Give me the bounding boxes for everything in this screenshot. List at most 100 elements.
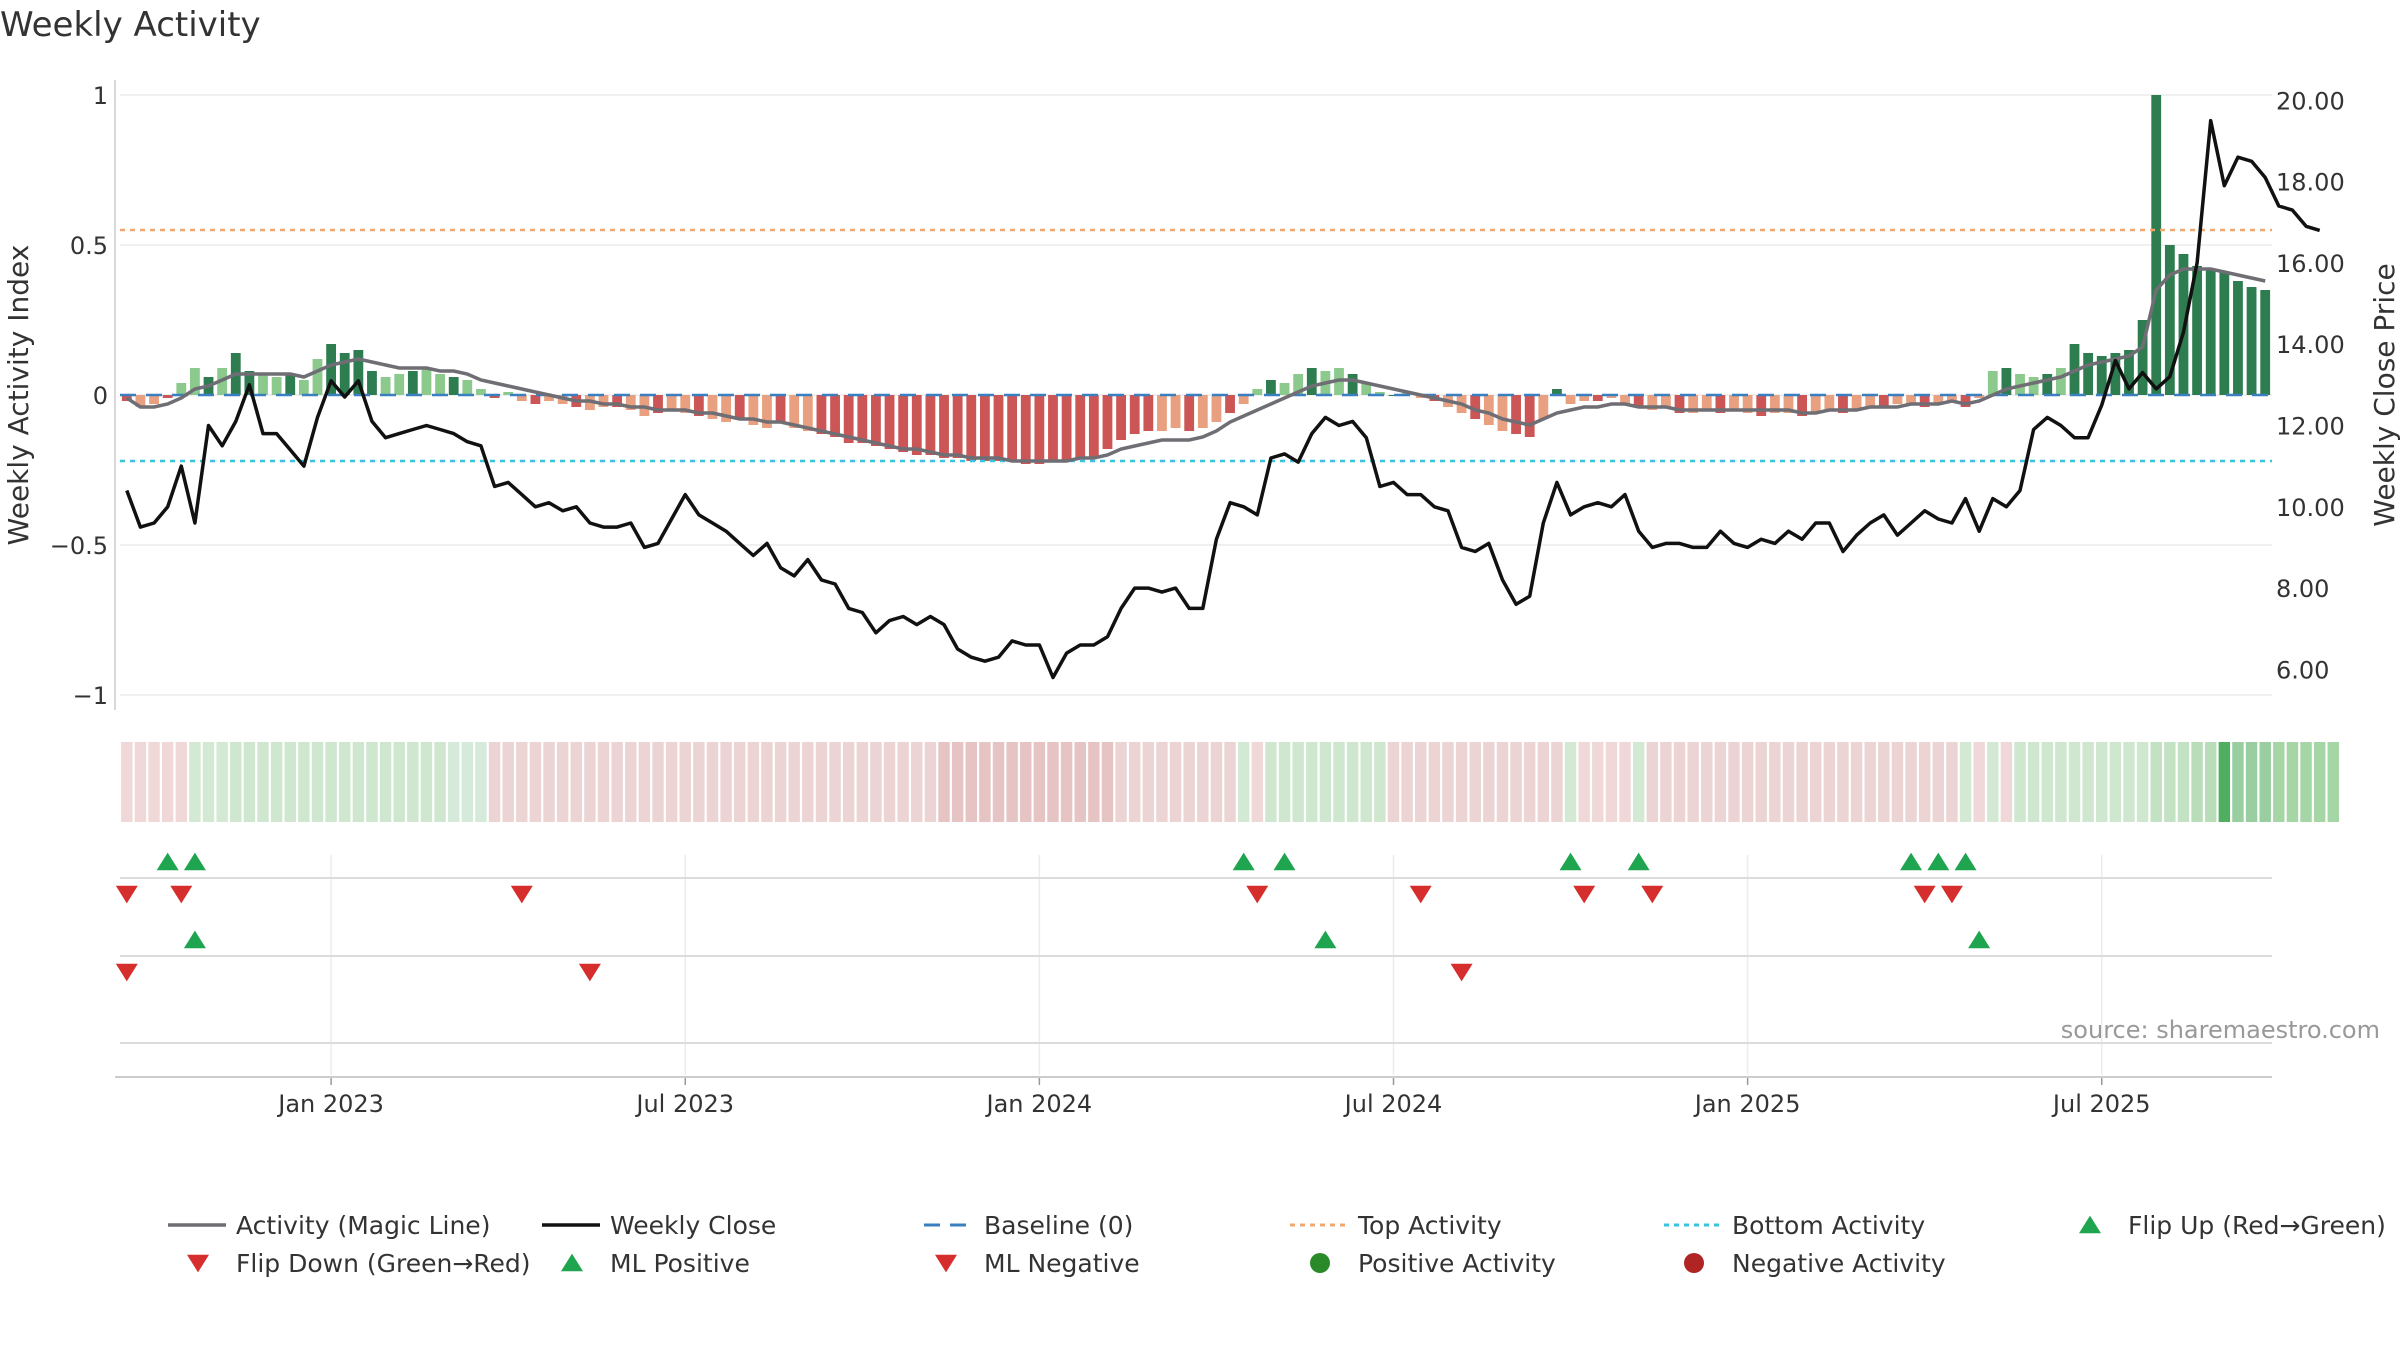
- strip-cell: [1605, 742, 1618, 822]
- activity-bar: [1974, 395, 1985, 398]
- signal-marker: [1314, 930, 1337, 949]
- activity-bar: [612, 395, 623, 407]
- strip-cell: [2218, 742, 2231, 822]
- strip-cell: [1796, 742, 1808, 822]
- signal-marker: [1246, 885, 1269, 904]
- strip-cell: [2123, 742, 2135, 822]
- activity-bar: [1851, 395, 1862, 410]
- activity-bar: [2042, 374, 2053, 395]
- strip-cell: [1156, 742, 1168, 822]
- activity-bar: [1933, 395, 1944, 404]
- activity-bar: [1102, 395, 1113, 449]
- activity-bar: [789, 395, 800, 428]
- activity-bar: [448, 377, 459, 395]
- strip-cell: [1183, 742, 1195, 822]
- legend-item: ML Negative: [935, 1249, 1140, 1278]
- strip-cell: [1578, 742, 1590, 822]
- legend-swatch: [561, 1253, 583, 1272]
- activity-bar: [435, 374, 445, 395]
- activity-bar: [1769, 395, 1780, 413]
- strip-cell: [1973, 742, 1985, 822]
- strip-cell: [529, 742, 542, 822]
- y-tick-label-left: −1: [73, 682, 108, 710]
- strip-cell: [1333, 742, 1345, 822]
- activity-bar: [1797, 395, 1808, 416]
- strip-cell: [1864, 742, 1876, 822]
- strip-cell: [597, 742, 610, 822]
- strip-cell: [2300, 742, 2312, 822]
- activity-bar: [2205, 269, 2216, 395]
- activity-bar: [1238, 395, 1249, 404]
- activity-bar: [1592, 395, 1603, 401]
- strip-cell: [897, 742, 909, 822]
- legend-swatch: [1684, 1253, 1704, 1273]
- activity-bar: [1143, 395, 1154, 431]
- activity-bar: [380, 377, 391, 395]
- activity-bar: [734, 395, 745, 419]
- strip-cell: [339, 742, 351, 822]
- activity-bar: [748, 395, 759, 425]
- strip-cell: [543, 742, 555, 822]
- strip-cell: [2313, 742, 2326, 822]
- strip-cell: [434, 742, 446, 822]
- activity-bar: [802, 395, 813, 431]
- activity-bar: [339, 353, 350, 395]
- strip-cell: [774, 742, 787, 822]
- activity-bar: [762, 395, 772, 428]
- signal-panel: [115, 852, 2272, 1078]
- activity-bar: [326, 344, 337, 395]
- strip-cell: [1265, 742, 1277, 822]
- strip-cell: [379, 742, 392, 822]
- activity-bar: [2055, 368, 2066, 395]
- activity-bar: [911, 395, 922, 455]
- activity-bar: [1306, 368, 1317, 395]
- strip-cell: [270, 742, 283, 822]
- signal-marker: [1927, 852, 1950, 871]
- strip-cell: [706, 742, 719, 822]
- legend-swatch: [935, 1254, 957, 1273]
- y-tick-label-right: 14.00: [2276, 331, 2345, 359]
- activity-bar: [1538, 395, 1549, 419]
- strip-cell: [311, 742, 324, 822]
- activity-bar: [2151, 95, 2162, 395]
- signal-marker: [170, 885, 193, 904]
- strip-cell: [1115, 742, 1127, 822]
- x-tick-label: Jul 2023: [634, 1090, 734, 1118]
- activity-bar: [162, 395, 173, 398]
- activity-bar: [516, 395, 527, 401]
- strip-cell: [1374, 742, 1386, 822]
- signal-marker: [1641, 885, 1664, 904]
- strip-cell: [1251, 742, 1264, 822]
- activity-bars: [121, 95, 2271, 464]
- activity-bar: [1947, 395, 1957, 401]
- activity-bar: [2164, 245, 2175, 395]
- signal-marker: [1450, 963, 1473, 982]
- signal-marker: [1627, 852, 1650, 871]
- strip-cell: [1006, 742, 1018, 822]
- activity-bar: [1129, 395, 1140, 434]
- strip-cell: [1142, 742, 1155, 822]
- strip-cell: [1946, 742, 1958, 822]
- activity-bar: [1701, 395, 1712, 410]
- activity-bar: [653, 395, 663, 413]
- strip-cell: [393, 742, 405, 822]
- legend-label: ML Negative: [984, 1249, 1140, 1278]
- activity-bar: [1075, 395, 1086, 458]
- strip-cell: [121, 742, 133, 822]
- activity-bar: [1184, 395, 1195, 431]
- y-tick-label-left: −0.5: [50, 532, 108, 560]
- strip-cell: [1551, 742, 1563, 822]
- strip-cell: [1197, 742, 1209, 822]
- strip-cell: [175, 742, 188, 822]
- activity-bar: [394, 374, 405, 395]
- strip-cell: [1496, 742, 1509, 822]
- strip-cell: [1292, 742, 1304, 822]
- strip-cell: [1741, 742, 1754, 822]
- strip-cell: [2164, 742, 2176, 822]
- activity-bar: [1742, 395, 1753, 413]
- strip-cell: [2000, 742, 2013, 822]
- strip-cell: [1728, 742, 1740, 822]
- strip-cell: [2177, 742, 2190, 822]
- strip-cell: [1020, 742, 1032, 822]
- strip-cell: [829, 742, 841, 822]
